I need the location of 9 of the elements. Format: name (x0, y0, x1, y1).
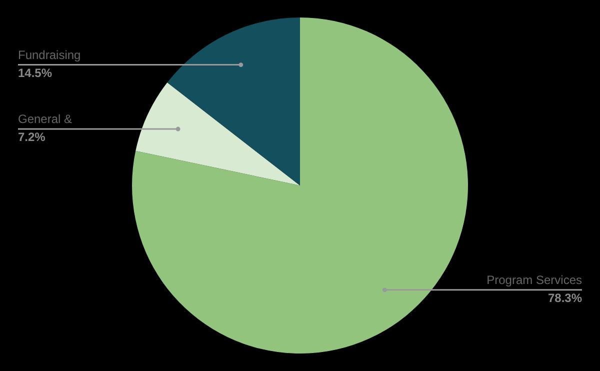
slice-label: General & (18, 112, 72, 126)
pie-slice (167, 18, 300, 186)
slice-label: Program Services (486, 272, 582, 287)
data-label: 7.2% (18, 130, 46, 144)
slice-label: Fundraising (18, 48, 81, 62)
pie-slice (132, 18, 468, 354)
pie-slice (136, 82, 300, 186)
data-label: 14.5% (18, 66, 52, 80)
data-label: 78.3% (548, 290, 582, 305)
